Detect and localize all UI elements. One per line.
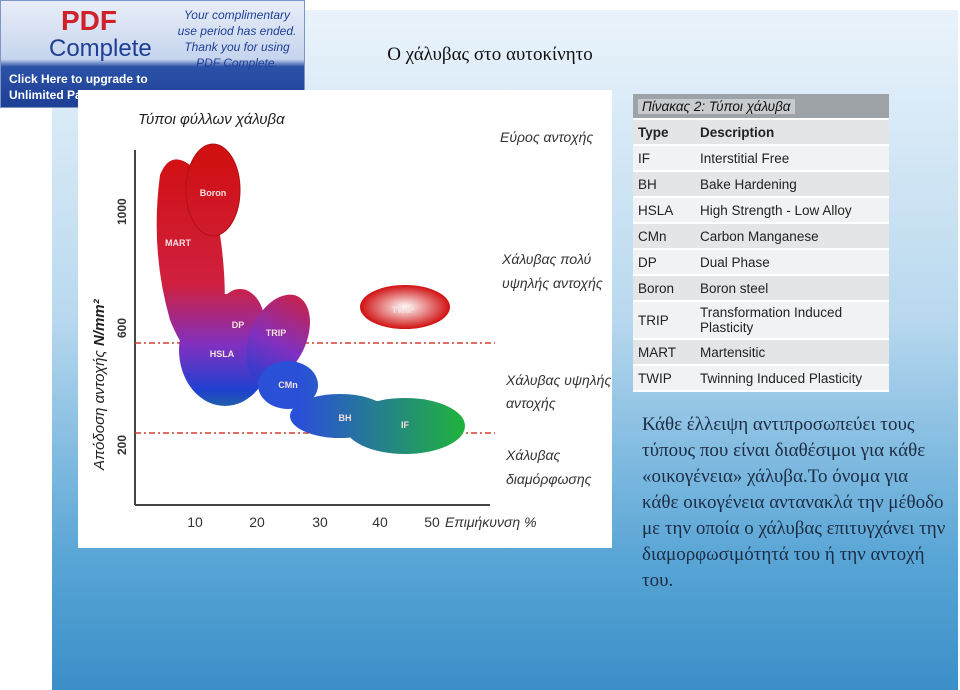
node-label: HSLA bbox=[210, 349, 235, 359]
table-row: TRIP Transformation Induced Plasticity bbox=[633, 301, 889, 340]
x-tick-label: 40 bbox=[372, 514, 388, 530]
slide-title: Ο χάλυβας στο αυτοκίνητο bbox=[387, 44, 593, 65]
table-header-row: Type Description bbox=[633, 119, 889, 146]
steel-table: Πίνακας 2: Τύποι χάλυβα Type Description … bbox=[633, 94, 889, 392]
table-body: Πίνακας 2: Τύποι χάλυβα Type Description … bbox=[633, 94, 889, 392]
zone-label: Χάλυβας bbox=[505, 447, 560, 463]
ellipse-bh bbox=[290, 394, 390, 438]
node-label: TRIP bbox=[266, 328, 287, 338]
node-label: DP bbox=[232, 320, 245, 330]
x-tick-label: 30 bbox=[312, 514, 328, 530]
table-cell: Dual Phase bbox=[695, 249, 889, 276]
ellipse-cmn bbox=[258, 361, 318, 409]
table-cell: Boron steel bbox=[695, 275, 889, 302]
zone-label: υψηλής αντοχής bbox=[502, 275, 603, 291]
header-cell: Description bbox=[695, 119, 889, 146]
table-cell: HSLA bbox=[633, 197, 695, 224]
x-tick-label: 10 bbox=[187, 514, 203, 530]
table-cell: Bake Hardening bbox=[695, 171, 889, 198]
table-cell: Carbon Manganese bbox=[695, 223, 889, 250]
table-row: Boron Boron steel bbox=[633, 275, 889, 302]
notice-line: Your complimentary bbox=[183, 8, 291, 22]
table-row: IF Interstitial Free bbox=[633, 145, 889, 172]
upgrade-line[interactable]: Click Here to upgrade to bbox=[9, 72, 148, 86]
y-tick-label: 1000 bbox=[115, 198, 129, 225]
node-label: CMn bbox=[278, 380, 298, 390]
table-cell: DP bbox=[633, 249, 695, 276]
table-cell: IF bbox=[633, 145, 695, 172]
y-label-text: Απόδοση αντοχής bbox=[91, 350, 108, 471]
table-cell: BH bbox=[633, 171, 695, 198]
ellipse-boron bbox=[185, 143, 241, 237]
x-label: Επιμήκυνση % bbox=[445, 514, 537, 530]
notice-line: Thank you for using bbox=[184, 40, 290, 54]
zone-label: Χάλυβας πολύ bbox=[501, 251, 592, 267]
node-label: TWIP bbox=[392, 305, 415, 315]
table-row: TWIP Twinning Induced Plasticity bbox=[633, 365, 889, 392]
node-label: MART bbox=[165, 238, 191, 248]
table-cell: Martensitic bbox=[695, 339, 889, 366]
node-label: BH bbox=[339, 413, 352, 423]
table-row: BH Bake Hardening bbox=[633, 171, 889, 198]
x-tick-label: 20 bbox=[249, 514, 265, 530]
x-unit: % bbox=[524, 514, 536, 530]
logo-complete: Complete bbox=[49, 35, 152, 62]
y-tick-label: 600 bbox=[115, 318, 129, 338]
table-cell: Interstitial Free bbox=[695, 145, 889, 172]
y-unit: N/mm² bbox=[91, 298, 108, 346]
caption: Κάθε έλλειψη αντιπροσωπεύει τους τύπους … bbox=[642, 414, 946, 591]
table-cell: Twinning Induced Plasticity bbox=[695, 365, 889, 392]
notice: Your complimentary use period has ended.… bbox=[171, 7, 303, 71]
x-label-text: Επιμήκυνση bbox=[445, 514, 520, 530]
table-cell: TWIP bbox=[633, 365, 695, 392]
table-cell: High Strength - Low Alloy bbox=[695, 197, 889, 224]
x-tick-label: 50 bbox=[424, 514, 440, 530]
notice-line: PDF Complete. bbox=[196, 56, 278, 70]
table-title-text: Πίνακας 2: Τύποι χάλυβα bbox=[638, 98, 795, 114]
header-cell: Type bbox=[633, 119, 695, 146]
zone-label: διαμόρφωσης bbox=[506, 471, 592, 487]
zone-label: Εύρος αντοχής bbox=[500, 129, 593, 145]
logo-pdf: PDF bbox=[61, 5, 117, 36]
zone-label: αντοχής bbox=[506, 395, 556, 411]
ellipse-twip bbox=[360, 285, 450, 329]
notice-line: use period has ended. bbox=[177, 24, 297, 38]
node-label: IF bbox=[401, 420, 410, 430]
zone-label: Χάλυβας υψηλής bbox=[505, 372, 611, 388]
table-row: CMn Carbon Manganese bbox=[633, 223, 889, 250]
table-row: HSLA High Strength - Low Alloy bbox=[633, 197, 889, 224]
diagram-title: Τύποι φύλλων χάλυβα bbox=[138, 111, 285, 128]
diagram: Τύποι φύλλων χάλυβα Απόδοση αντοχής N/mm… bbox=[91, 111, 611, 530]
table-cell: MART bbox=[633, 339, 695, 366]
table-cell: Boron bbox=[633, 275, 695, 302]
table-cell: CMn bbox=[633, 223, 695, 250]
table-title-row: Πίνακας 2: Τύποι χάλυβα bbox=[633, 94, 889, 120]
table-title: Πίνακας 2: Τύποι χάλυβα bbox=[633, 94, 889, 120]
table-row: DP Dual Phase bbox=[633, 249, 889, 276]
ellipse-trip bbox=[246, 294, 310, 382]
diagram-image: Τύποι φύλλων χάλυβα Απόδοση αντοχής N/mm… bbox=[78, 90, 612, 548]
table-row: MART Martensitic bbox=[633, 339, 889, 366]
table-cell: TRIP bbox=[633, 301, 695, 340]
table-cell: Transformation Induced Plasticity bbox=[695, 301, 889, 340]
y-label: Απόδοση αντοχής N/mm² bbox=[91, 298, 108, 471]
y-tick-label: 200 bbox=[115, 435, 129, 455]
node-label: Boron bbox=[200, 188, 227, 198]
